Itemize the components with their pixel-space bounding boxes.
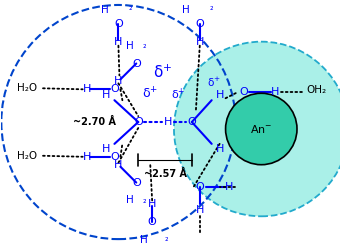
Text: O: O bbox=[195, 19, 204, 29]
Text: O: O bbox=[148, 217, 157, 227]
Text: O: O bbox=[114, 19, 123, 29]
Text: H: H bbox=[271, 87, 279, 97]
Text: O: O bbox=[110, 152, 119, 162]
Text: δ$^{+}$: δ$^{+}$ bbox=[142, 87, 158, 102]
Text: ₂: ₂ bbox=[164, 234, 168, 243]
Text: H: H bbox=[196, 37, 204, 47]
Text: ~2.70 Å: ~2.70 Å bbox=[73, 117, 116, 127]
Text: O: O bbox=[239, 87, 248, 97]
Text: H: H bbox=[216, 144, 224, 154]
Text: H: H bbox=[114, 160, 123, 170]
Text: O: O bbox=[195, 182, 204, 192]
Circle shape bbox=[174, 42, 341, 216]
Text: δ$^{+}$: δ$^{+}$ bbox=[153, 64, 173, 81]
Text: ₂: ₂ bbox=[129, 3, 132, 13]
Text: O: O bbox=[132, 178, 140, 187]
Text: δ$^{+}$: δ$^{+}$ bbox=[171, 87, 185, 102]
Text: ₂: ₂ bbox=[143, 41, 146, 50]
Text: H: H bbox=[164, 117, 172, 127]
Text: H: H bbox=[140, 235, 148, 245]
Text: H: H bbox=[83, 152, 91, 162]
Text: ₂: ₂ bbox=[143, 196, 146, 205]
Text: H: H bbox=[102, 90, 111, 100]
Text: An$^{-}$: An$^{-}$ bbox=[250, 123, 272, 135]
Text: OH₂: OH₂ bbox=[307, 85, 327, 95]
Text: δ$^{+}$: δ$^{+}$ bbox=[207, 76, 221, 89]
Text: H: H bbox=[182, 5, 190, 15]
Text: H₂O: H₂O bbox=[17, 151, 37, 161]
Text: H: H bbox=[101, 5, 108, 15]
Text: H: H bbox=[114, 76, 123, 86]
Text: H₂O: H₂O bbox=[17, 83, 37, 93]
Text: H: H bbox=[225, 182, 234, 192]
Text: ₂: ₂ bbox=[210, 3, 213, 13]
Text: H: H bbox=[127, 41, 134, 51]
Text: H: H bbox=[102, 144, 111, 154]
Text: O: O bbox=[188, 117, 196, 127]
Text: O: O bbox=[134, 117, 143, 127]
Text: H: H bbox=[83, 84, 91, 94]
Text: H: H bbox=[148, 200, 156, 209]
Circle shape bbox=[225, 93, 297, 165]
Text: ~2.57 Å: ~2.57 Å bbox=[144, 169, 187, 179]
Text: O: O bbox=[110, 84, 119, 94]
Text: H: H bbox=[114, 37, 123, 47]
Text: H: H bbox=[196, 205, 204, 215]
Text: H: H bbox=[216, 90, 224, 100]
Text: O: O bbox=[132, 59, 140, 68]
Text: H: H bbox=[127, 195, 134, 205]
